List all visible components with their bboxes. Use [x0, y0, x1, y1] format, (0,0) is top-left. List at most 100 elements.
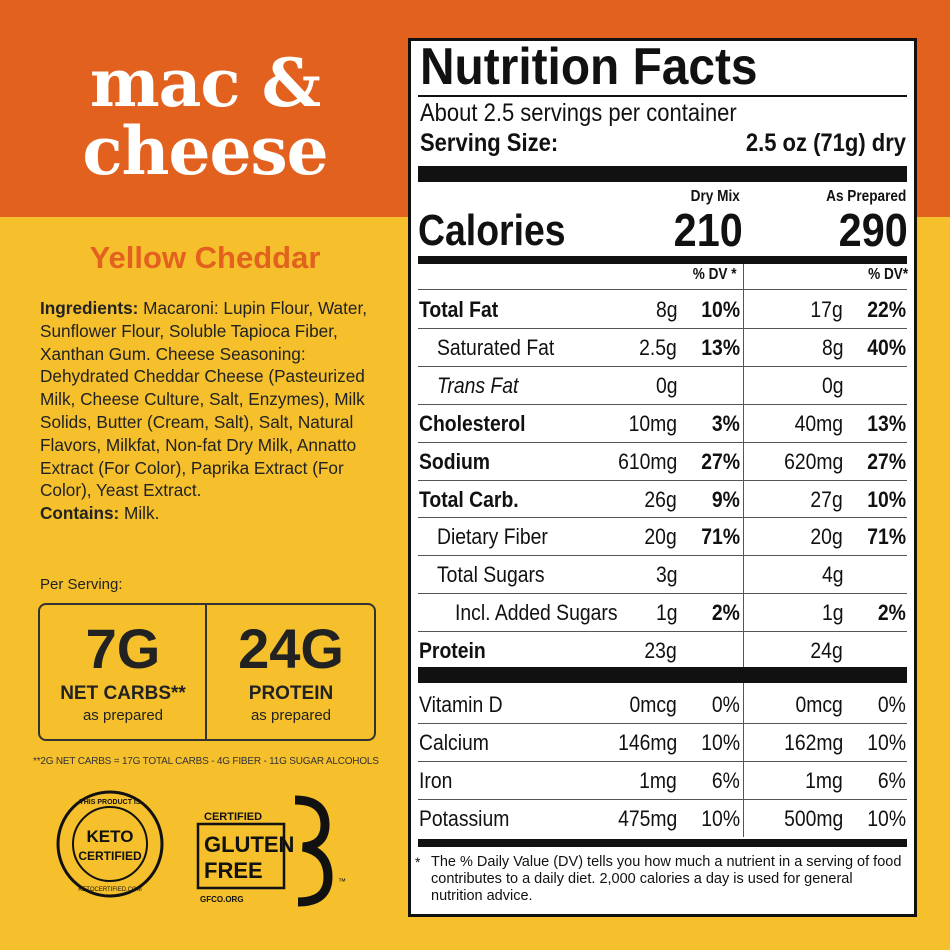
nutrient-name: Potassium	[419, 805, 510, 831]
serving-size-value: 2.5 oz (71g) dry	[745, 129, 906, 157]
amount: 1g	[655, 600, 677, 626]
daily-value: 27%	[867, 448, 906, 474]
amount: 0g	[655, 372, 677, 398]
daily-value: 71%	[867, 524, 906, 550]
ingredients-label: Ingredients:	[40, 298, 139, 318]
keto-ring	[72, 806, 148, 882]
nutrient-name: Dietary Fiber	[437, 524, 548, 550]
keto-main: CERTIFIED	[78, 849, 142, 863]
nutrient-name: Saturated Fat	[437, 334, 555, 360]
daily-value: 10%	[701, 729, 740, 755]
daily-value: 13%	[867, 410, 906, 436]
row-line	[418, 593, 907, 595]
row-line	[418, 403, 907, 405]
title-line: mac &	[89, 44, 321, 122]
nutrient-name: Sodium	[419, 448, 490, 474]
calories-label: Calories	[418, 206, 566, 255]
daily-value: 6%	[712, 767, 740, 793]
gf-top: CERTIFIED	[204, 811, 262, 823]
dv-header: % DV *	[693, 266, 737, 283]
row-line	[418, 722, 907, 724]
gf-bottom: GFCO.ORG	[200, 895, 244, 904]
daily-value: 0%	[712, 692, 740, 717]
amount: 8g	[655, 297, 677, 322]
row-line	[418, 365, 907, 367]
row-line	[418, 555, 907, 557]
rule	[418, 256, 907, 264]
per-serving-box: 7G NET CARBS** as prepared 24G PROTEIN a…	[38, 603, 376, 741]
amount: 1g	[821, 600, 843, 626]
amount: 8g	[821, 334, 843, 360]
rule	[418, 166, 907, 182]
amount: 1mg	[639, 767, 677, 793]
nf-footnote: The % Daily Value (DV) tells you how muc…	[431, 853, 902, 904]
nutrient-name: Protein	[419, 638, 486, 664]
footnote: **2G NET CARBS = 17G TOTAL CARBS - 4G FI…	[33, 756, 379, 767]
ingredients-text: Macaroni: Lupin Flour, Water, Sunflower …	[40, 298, 367, 501]
servings: About 2.5 servings per container	[420, 99, 737, 127]
amount: 162mg	[783, 729, 843, 755]
serving-size-label: Serving Size:	[420, 129, 559, 157]
per-serving-label: Per Serving:	[40, 576, 123, 593]
amount: 20g	[644, 524, 677, 550]
amount: 17g	[810, 297, 843, 322]
column-header: As Prepared	[825, 188, 906, 205]
daily-value: 3%	[712, 410, 740, 436]
per-serving-item: 24G PROTEIN as prepared	[208, 605, 374, 739]
gf-main: GLUTEN	[204, 832, 294, 857]
row-line	[418, 327, 907, 329]
nutrient-name: Total Sugars	[437, 562, 545, 588]
rule	[418, 95, 907, 97]
nutrient-name: Calcium	[419, 729, 489, 755]
daily-value: 9%	[712, 486, 740, 512]
amount: 3g	[655, 562, 677, 588]
row-line	[418, 798, 907, 800]
gf-tm: ™	[338, 877, 346, 886]
row-line	[418, 289, 907, 290]
amount: 26g	[644, 486, 677, 512]
gf-logo	[294, 795, 333, 907]
ps-label: PROTEIN	[248, 683, 334, 704]
row-line	[418, 760, 907, 762]
amount: 500mg	[783, 805, 843, 831]
calories-value: 290	[838, 204, 908, 256]
daily-value: 10%	[867, 805, 906, 831]
daily-value: 10%	[701, 805, 740, 831]
ps-label: NET CARBS**	[60, 683, 186, 704]
ps-note: as prepared	[82, 707, 164, 724]
flavor: Yellow Cheddar	[89, 240, 321, 275]
amount: 2.5g	[639, 334, 677, 360]
nutrient-name: Incl. Added Sugars	[455, 600, 618, 626]
daily-value: 10%	[701, 297, 740, 322]
amount: 24g	[810, 638, 843, 664]
nutrition-panel: Nutrition Facts About 2.5 servings per co…	[408, 38, 917, 917]
nutrient-name: Total Fat	[419, 297, 499, 322]
keto-main: KETO	[87, 827, 134, 846]
gf-frame	[196, 822, 286, 890]
gf-main: FREE	[204, 858, 263, 883]
nutrient-name: Vitamin D	[419, 692, 503, 717]
divider	[205, 605, 207, 739]
nutrient-name: Total Carb.	[419, 486, 519, 512]
daily-value: 71%	[701, 524, 740, 550]
keto-ring	[56, 790, 164, 898]
amount: 23g	[644, 638, 677, 664]
amount: 0mcg	[629, 692, 677, 717]
amount: 0g	[821, 372, 843, 398]
daily-value: 40%	[867, 334, 906, 360]
daily-value: 2%	[878, 600, 906, 626]
title-line: cheese	[82, 112, 328, 190]
amount: 475mg	[617, 805, 677, 831]
daily-value: 10%	[867, 486, 906, 512]
keto-bottom: KETOCERTIFIED.COM	[78, 887, 141, 893]
daily-value: 2%	[712, 600, 740, 626]
rule	[418, 838, 907, 847]
amount: 610mg	[617, 448, 677, 474]
row-line	[418, 517, 907, 519]
nutrient-name: Iron	[419, 767, 453, 793]
ps-note: as prepared	[250, 707, 332, 724]
column-divider	[743, 683, 744, 837]
amount: 27g	[810, 486, 843, 512]
column-divider	[743, 264, 744, 667]
